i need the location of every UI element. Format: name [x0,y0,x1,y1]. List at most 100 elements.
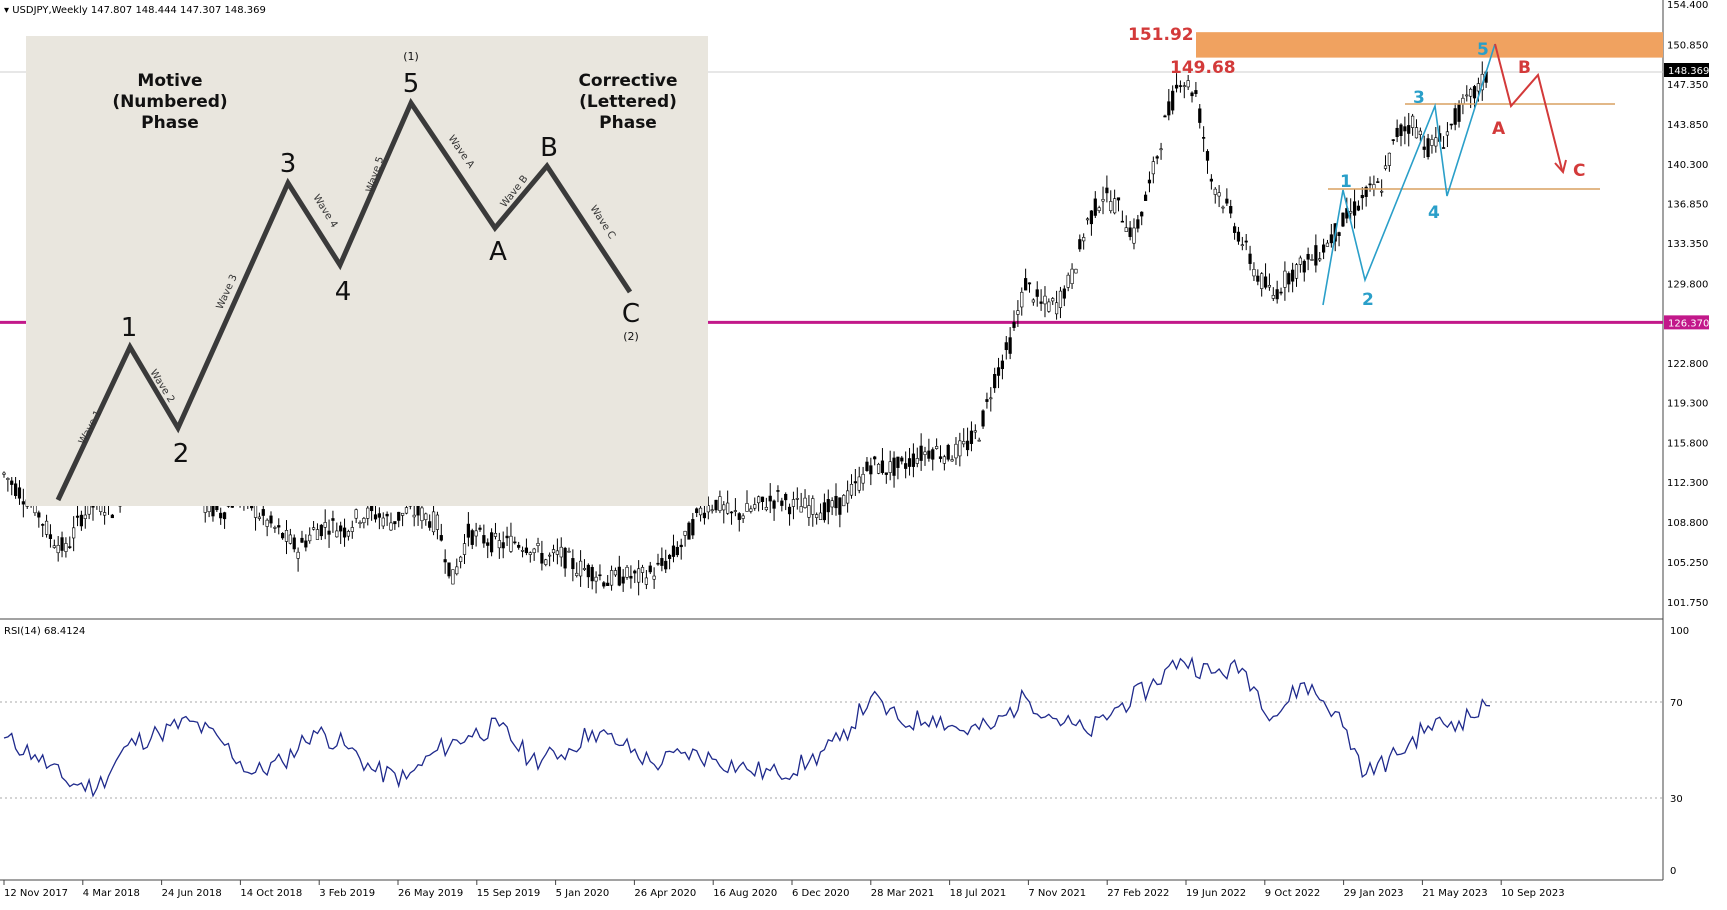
candle-body [362,518,366,524]
candle-body [509,535,513,552]
elliott-overlay [1322,43,1615,306]
candle-body [501,542,505,549]
candle-body [1229,206,1233,214]
candle-body [613,570,618,576]
candle-body [722,504,726,511]
zone-top-label: 151.92 [1128,25,1194,45]
candle-body [826,499,830,513]
price-tick-label: 119.300 [1667,399,1708,410]
candle-body [1434,137,1438,147]
candle-body [319,524,323,537]
candle-body [563,547,567,569]
candle-body [1205,151,1210,161]
candle-body [1190,92,1194,97]
candle-body [520,550,525,552]
candle-body [1178,85,1183,87]
candle-body [989,397,993,400]
candle-body [48,534,53,540]
candle-body [679,544,683,548]
candle-body [288,534,292,544]
candle-body [1113,198,1117,214]
candle-body [904,463,908,469]
candle-body [1140,211,1144,217]
candle-body [1387,152,1391,166]
candle-body [17,487,22,499]
current-price-text: 148.369 [1668,66,1709,77]
candle-body [718,496,722,511]
candle-body [544,559,548,565]
candle-body [830,500,834,508]
candle-body [757,496,761,504]
candle-body [780,500,784,506]
candle-body [1008,337,1012,354]
candle-body [691,519,695,536]
candle-body [1058,290,1063,308]
candle-body [629,575,633,579]
candle-body [366,507,370,519]
candle-body [370,505,374,512]
candle-body [671,545,676,557]
candle-body [1240,244,1244,247]
candle-body [513,541,517,544]
candle-body [1476,83,1480,92]
candle-body [1461,97,1465,105]
candle-body [1403,126,1407,132]
candle-body [907,458,912,467]
date-tick-label: 28 Mar 2021 [871,888,934,899]
candle-body [1194,90,1198,94]
candle-body [633,570,637,574]
candle-body [517,544,521,548]
candle-body [466,523,470,538]
candle-body [1027,282,1032,285]
candle-body [668,554,672,559]
candle-body [726,502,730,514]
candle-body [528,552,532,555]
candle-body [1407,125,1411,134]
date-tick-label: 7 Nov 2021 [1028,888,1086,899]
support-price-text: 126.370 [1668,318,1709,329]
candle-body [497,540,501,549]
elliott-red-a: A [1492,119,1506,139]
candle-body [1020,291,1024,308]
candle-body [660,558,664,566]
inset-point-4: 4 [335,277,352,307]
candle-body [753,504,757,509]
candle-body [339,525,343,532]
candle-body [261,509,265,516]
ohlc-label: 147.807 148.444 147.307 148.369 [91,5,266,16]
candle-body [1070,268,1074,284]
price-tick-label: 115.800 [1667,438,1708,449]
candle-body [1136,219,1140,229]
price-tick-label: 154.400 [1667,0,1708,11]
current-price-tag: 148.369 [1664,63,1709,77]
candle-body [776,490,780,492]
candle-body [865,461,869,471]
candle-body [1360,194,1364,199]
candle-body [1155,156,1159,159]
inset-left-title-2: (Numbered) [112,92,227,112]
candle-body [946,444,950,460]
candle-body [981,410,985,427]
candle-body [733,510,737,512]
candle-body [1349,211,1353,214]
date-tick-label: 16 Aug 2020 [713,888,777,899]
candle-body [1186,80,1190,88]
candle-body [791,499,796,507]
candle-body [1171,90,1175,111]
candle-body [1097,207,1101,211]
candle-body [350,527,354,532]
inset-point-5: 5 [403,69,420,99]
candle-body [1151,161,1155,175]
candle-body [431,511,436,533]
candle-body [1062,288,1066,299]
inset-left-title-1: Motive [137,71,202,91]
candle-body [954,443,958,459]
candle-body [60,537,64,551]
candle-body [83,514,87,519]
candle-body [1093,198,1097,216]
candle-body [1116,197,1121,201]
candle-body [559,546,563,558]
candle-body [377,513,381,518]
date-tick-label: 15 Sep 2019 [477,888,540,899]
candle-body [1074,268,1078,274]
